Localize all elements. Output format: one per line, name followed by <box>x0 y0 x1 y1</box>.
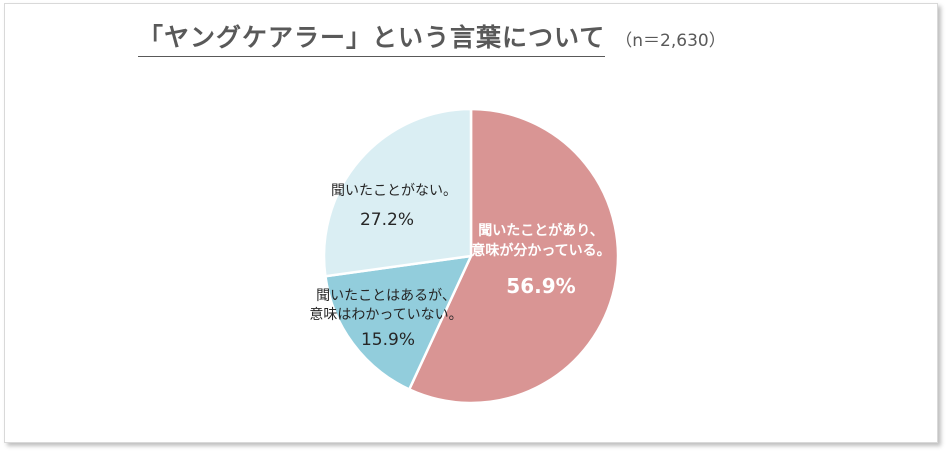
pie-labels: 聞いたことがあり、意味が分かっている。 56.9% 聞いたことはあるが、意味はわかっ… <box>309 183 610 350</box>
slice-label-0-line-0: 聞いたことがあり、 <box>478 222 603 239</box>
slice-value-1: 15.9% <box>361 330 415 350</box>
chart-subtitle: （n＝2,630） <box>615 31 726 51</box>
slice-value-2: 27.2% <box>360 210 414 230</box>
slice-value-0: 56.9% <box>506 274 575 298</box>
pie-slice-0 <box>407 107 620 405</box>
pie-slices <box>322 107 620 405</box>
slice-label-1-line-0: 聞いたことはあるが、 <box>316 288 456 304</box>
pie-slice-2 <box>322 107 473 278</box>
chart-title-area: 「ヤングケアラー」という言葉について （n＝2,630） <box>138 18 726 57</box>
slice-label-0-line-1: 意味が分かっている。 <box>471 242 610 259</box>
pie-slice-1 <box>323 254 474 392</box>
slice-label-2-line-0: 聞いたことがない。 <box>331 183 457 199</box>
slice-label-1-line-1: 意味はわかっていない。 <box>309 306 462 323</box>
chart-title: 「ヤングケアラー」という言葉について <box>138 18 606 57</box>
